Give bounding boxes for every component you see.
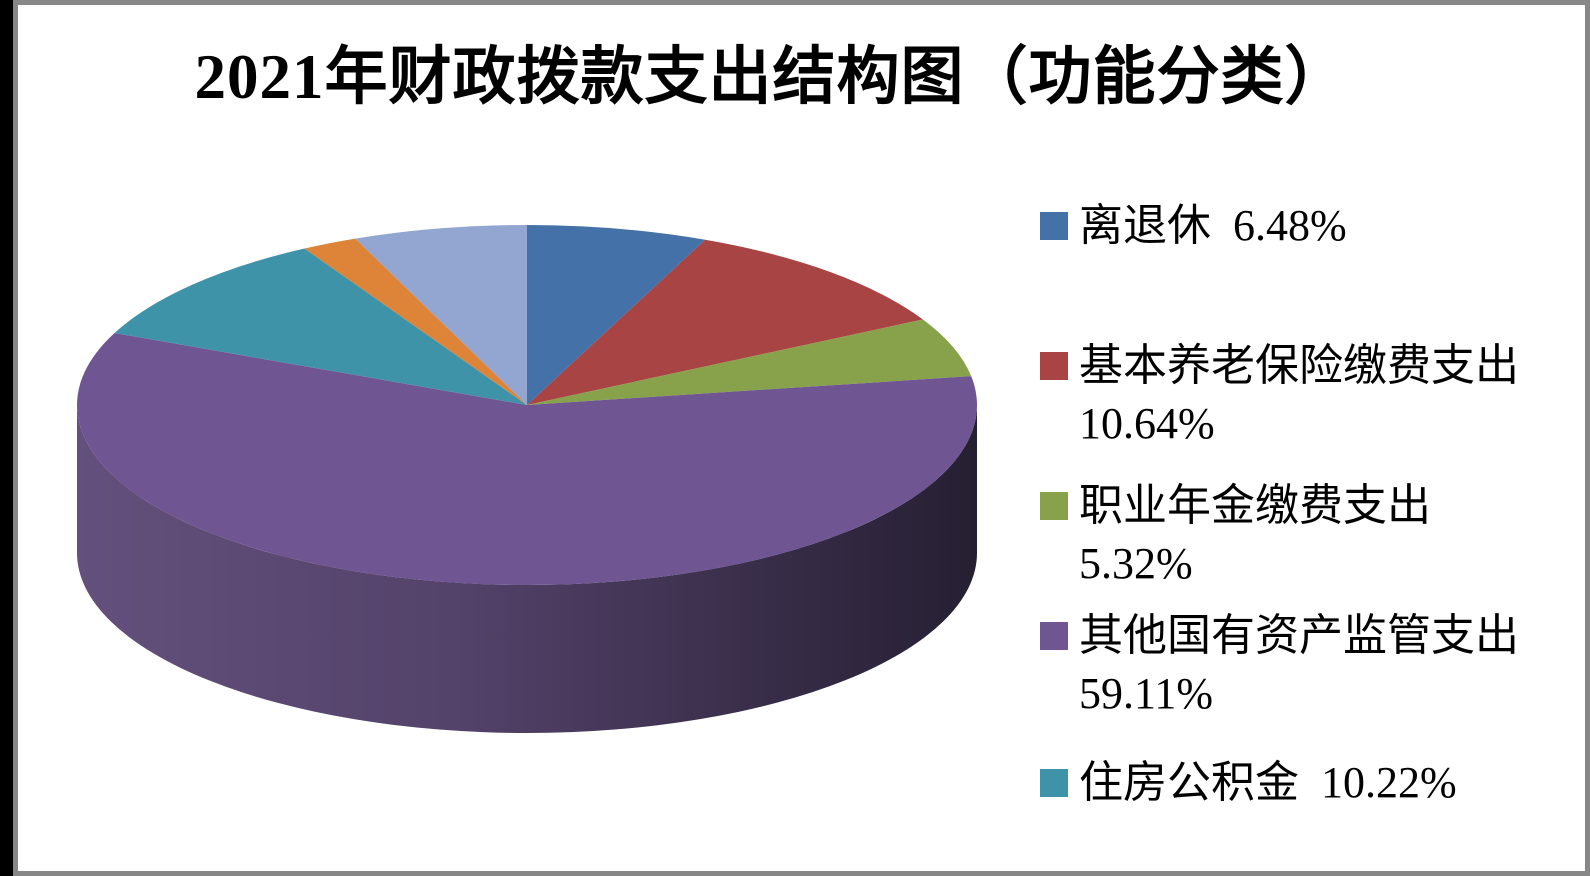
pie-slice-1 <box>527 239 923 405</box>
legend-item: 离退休 6.48% <box>1040 197 1347 255</box>
legend-label: 住房公积金 10.22% <box>1079 758 1457 807</box>
pie-side <box>77 405 977 733</box>
legend-color-swatch-icon <box>1040 352 1068 380</box>
pie-slice-5 <box>304 238 527 405</box>
legend-item: 职业年金缴费支出 5.32% <box>1040 477 1431 593</box>
pie-slice-2 <box>527 319 972 405</box>
legend-color-swatch-icon <box>1040 622 1068 650</box>
legend-item: 其他国有资产监管支出 59.11% <box>1040 607 1519 723</box>
legend-label: 职业年金缴费支出 5.32% <box>1079 481 1431 588</box>
chart-title: 2021年财政拨款支出结构图（功能分类） <box>194 42 1349 112</box>
legend-color-swatch-icon <box>1040 492 1068 520</box>
chart-canvas: 2021年财政拨款支出结构图（功能分类） 离退休 6.48% 基本养老保险缴费支出… <box>13 0 1590 876</box>
legend-item: 住房公积金 10.22% <box>1040 754 1457 812</box>
pie-slice-6 <box>355 225 527 405</box>
legend-label: 基本养老保险缴费支出 10.64% <box>1079 341 1519 448</box>
legend-label: 离退休 6.48% <box>1079 201 1347 250</box>
legend-color-swatch-icon <box>1040 212 1068 240</box>
legend-item: 基本养老保险缴费支出 10.64% <box>1040 337 1519 453</box>
pie-chart <box>77 225 977 733</box>
legend-label: 其他国有资产监管支出 59.11% <box>1079 611 1519 718</box>
pie-slice-4 <box>114 248 527 405</box>
pie-slice-0 <box>527 225 706 405</box>
pie-slice-3 <box>77 332 977 586</box>
legend-color-swatch-icon <box>1040 769 1068 797</box>
